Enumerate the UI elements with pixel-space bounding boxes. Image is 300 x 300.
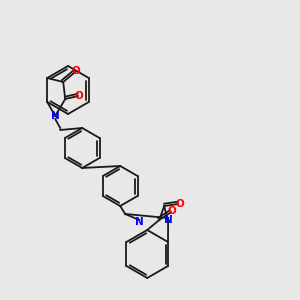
Text: O: O xyxy=(168,206,177,216)
Text: O: O xyxy=(75,91,84,101)
Text: O: O xyxy=(72,66,81,76)
Text: N: N xyxy=(135,217,144,227)
Text: O: O xyxy=(176,199,184,209)
Text: N: N xyxy=(51,111,60,121)
Text: N: N xyxy=(164,215,172,225)
